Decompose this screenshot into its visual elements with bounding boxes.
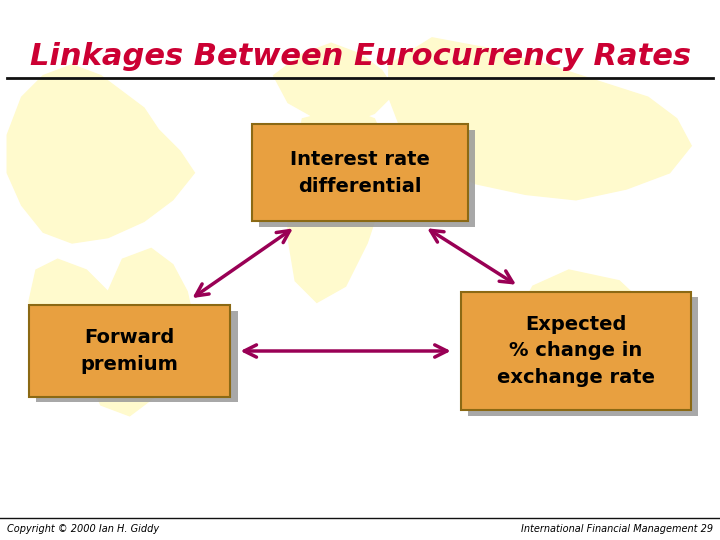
Text: Forward
premium: Forward premium [81,328,179,374]
FancyBboxPatch shape [29,305,230,397]
FancyBboxPatch shape [36,310,238,402]
Polygon shape [274,43,396,124]
Text: Copyright © 2000 Ian H. Giddy: Copyright © 2000 Ian H. Giddy [7,524,159,534]
Polygon shape [518,270,648,367]
Text: Interest rate
differential: Interest rate differential [290,150,430,195]
Polygon shape [288,108,389,302]
FancyBboxPatch shape [259,130,475,227]
Polygon shape [389,38,691,200]
Polygon shape [86,248,194,416]
Polygon shape [7,65,194,243]
FancyBboxPatch shape [468,297,698,416]
FancyBboxPatch shape [252,124,468,221]
FancyBboxPatch shape [461,292,691,410]
Text: International Financial Management 29: International Financial Management 29 [521,524,713,534]
Polygon shape [29,259,108,335]
Text: Expected
% change in
exchange rate: Expected % change in exchange rate [497,315,655,387]
Text: Linkages Between Eurocurrency Rates: Linkages Between Eurocurrency Rates [30,42,690,71]
